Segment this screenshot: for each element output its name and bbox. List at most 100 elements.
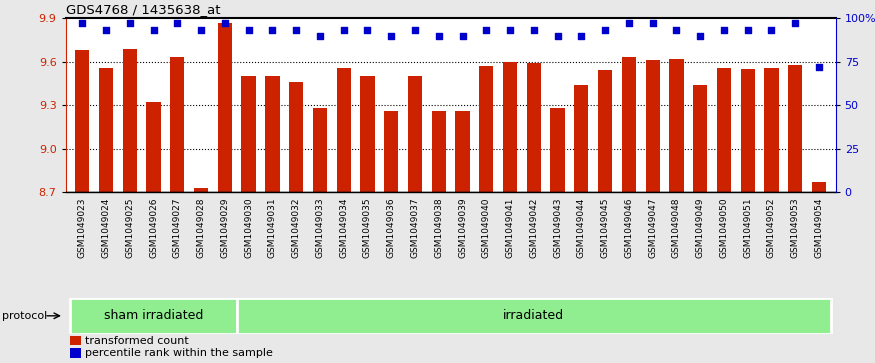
Bar xyxy=(384,111,398,192)
Bar xyxy=(598,70,612,192)
Bar xyxy=(360,76,374,192)
Text: GSM1049034: GSM1049034 xyxy=(340,197,348,258)
Text: GSM1049040: GSM1049040 xyxy=(482,197,491,258)
Text: GSM1049037: GSM1049037 xyxy=(410,197,419,258)
Text: GSM1049023: GSM1049023 xyxy=(78,197,87,258)
Bar xyxy=(194,188,208,192)
Bar xyxy=(75,50,89,192)
Bar xyxy=(289,82,304,192)
Text: GSM1049029: GSM1049029 xyxy=(220,197,229,258)
Text: GSM1049046: GSM1049046 xyxy=(625,197,634,258)
Text: GSM1049054: GSM1049054 xyxy=(815,197,823,258)
Bar xyxy=(622,57,636,192)
Point xyxy=(574,33,588,38)
Bar xyxy=(669,59,683,192)
Text: GDS4768 / 1435638_at: GDS4768 / 1435638_at xyxy=(66,3,220,16)
Text: GSM1049028: GSM1049028 xyxy=(197,197,206,258)
Text: GSM1049053: GSM1049053 xyxy=(791,197,800,258)
Point xyxy=(765,28,779,33)
Text: transformed count: transformed count xyxy=(86,335,189,346)
Text: GSM1049030: GSM1049030 xyxy=(244,197,253,258)
Bar xyxy=(765,68,779,192)
Point xyxy=(384,33,398,38)
Text: GSM1049033: GSM1049033 xyxy=(315,197,325,258)
Bar xyxy=(788,65,802,192)
Bar xyxy=(70,348,81,358)
Bar xyxy=(455,111,470,192)
Bar xyxy=(574,85,589,192)
Point xyxy=(99,28,113,33)
Text: GSM1049039: GSM1049039 xyxy=(458,197,467,258)
Bar xyxy=(408,76,422,192)
Point xyxy=(480,28,494,33)
Point xyxy=(431,33,445,38)
Bar xyxy=(265,76,279,192)
Text: irradiated: irradiated xyxy=(503,309,564,322)
Bar xyxy=(646,60,660,192)
Text: protocol: protocol xyxy=(2,311,47,321)
Text: GSM1049025: GSM1049025 xyxy=(125,197,134,258)
Bar xyxy=(503,62,517,192)
Point xyxy=(527,28,541,33)
Text: sham irradiated: sham irradiated xyxy=(104,309,203,322)
Point xyxy=(313,33,327,38)
Point xyxy=(289,28,303,33)
Bar xyxy=(693,85,707,192)
Text: GSM1049049: GSM1049049 xyxy=(696,197,704,258)
Bar xyxy=(740,69,755,192)
Text: GSM1049043: GSM1049043 xyxy=(553,197,562,258)
Text: GSM1049052: GSM1049052 xyxy=(767,197,776,258)
Text: GSM1049044: GSM1049044 xyxy=(577,197,586,258)
Bar xyxy=(99,68,113,192)
Point xyxy=(550,33,564,38)
Text: GSM1049042: GSM1049042 xyxy=(529,197,538,258)
Point xyxy=(265,28,279,33)
Bar xyxy=(312,108,327,192)
Bar xyxy=(431,111,446,192)
Bar xyxy=(218,23,232,192)
Bar xyxy=(337,68,351,192)
Point xyxy=(408,28,422,33)
Text: GSM1049031: GSM1049031 xyxy=(268,197,276,258)
Text: GSM1049050: GSM1049050 xyxy=(719,197,728,258)
Point xyxy=(75,20,89,26)
Point xyxy=(598,28,612,33)
Bar xyxy=(70,336,81,346)
Bar xyxy=(717,68,731,192)
Bar xyxy=(70,298,237,334)
Point xyxy=(218,20,232,26)
Text: GSM1049035: GSM1049035 xyxy=(363,197,372,258)
Point xyxy=(788,20,802,26)
Bar xyxy=(550,108,564,192)
Point xyxy=(693,33,707,38)
Bar xyxy=(527,63,541,192)
Text: GSM1049041: GSM1049041 xyxy=(506,197,514,258)
Point xyxy=(717,28,731,33)
Point xyxy=(622,20,636,26)
Bar xyxy=(812,182,826,192)
Text: GSM1049048: GSM1049048 xyxy=(672,197,681,258)
Bar xyxy=(146,102,161,192)
Point xyxy=(456,33,470,38)
Point xyxy=(171,20,185,26)
Text: GSM1049038: GSM1049038 xyxy=(434,197,444,258)
Bar xyxy=(123,49,136,192)
Text: percentile rank within the sample: percentile rank within the sample xyxy=(86,348,273,358)
Text: GSM1049036: GSM1049036 xyxy=(387,197,396,258)
Bar xyxy=(480,66,494,192)
Point xyxy=(242,28,256,33)
Point xyxy=(194,28,208,33)
Point xyxy=(812,64,826,70)
Point xyxy=(123,20,136,26)
Text: GSM1049045: GSM1049045 xyxy=(600,197,610,258)
Bar xyxy=(237,298,831,334)
Text: GSM1049051: GSM1049051 xyxy=(743,197,752,258)
Point xyxy=(146,28,160,33)
Text: GSM1049032: GSM1049032 xyxy=(291,197,301,258)
Point xyxy=(337,28,351,33)
Text: GSM1049026: GSM1049026 xyxy=(149,197,158,258)
Text: GSM1049047: GSM1049047 xyxy=(648,197,657,258)
Text: GSM1049027: GSM1049027 xyxy=(173,197,182,258)
Point xyxy=(646,20,660,26)
Point xyxy=(360,28,374,33)
